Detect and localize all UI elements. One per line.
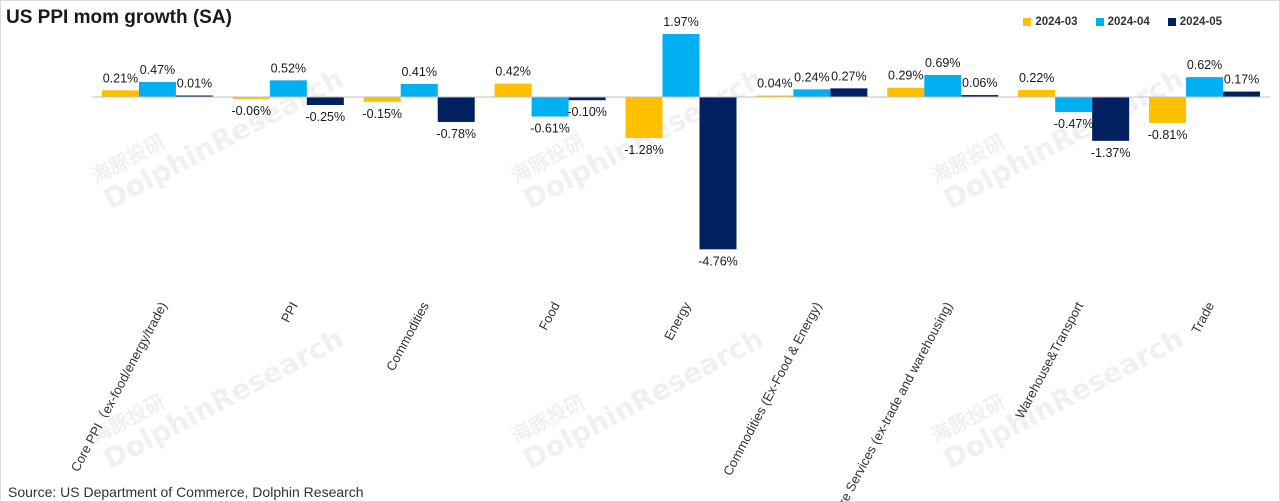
value-labels: 0.21%0.47%0.01% -0.06% 0.52% -0.25% -0.15% 0.…: [103, 15, 1260, 268]
bar-2024-03-4: [625, 97, 663, 138]
bar-2024-05-0: [175, 95, 213, 97]
value-label-2024-03-2: -0.15%: [362, 107, 402, 121]
category-label-4: Energy: [661, 299, 694, 343]
value-label-2024-04-8: 0.62%: [1187, 58, 1222, 72]
category-label-8: Trade: [1188, 299, 1217, 336]
value-label-2024-04-5: 0.24%: [794, 70, 829, 84]
legend-label-2024-05: 2024-05: [1179, 16, 1222, 28]
category-label-2: Commodities: [383, 299, 432, 373]
legend-label-2024-04: 2024-04: [1107, 16, 1150, 28]
bar-2024-03-6: [887, 87, 925, 97]
value-label-2024-05-4: -4.76%: [698, 254, 738, 268]
bar-2024-04-8: [1186, 77, 1224, 97]
legend-swatch-2024-03: [1023, 18, 1032, 26]
bar-2024-05-7: [1092, 97, 1130, 141]
value-label-2024-05-0: 0.01%: [177, 77, 212, 91]
bar-2024-05-8: [1223, 91, 1261, 97]
bar-2024-05-4: [699, 97, 737, 250]
category-label-5: Commodities (Ex-Food & Energy): [720, 299, 824, 478]
legend: 2024-03 2024-04 2024-05: [1023, 16, 1222, 28]
chart-title: US PPI mom growth (SA): [6, 7, 232, 28]
bar-2024-04-0: [138, 81, 176, 97]
value-label-2024-05-5: 0.27%: [831, 69, 866, 83]
value-label-2024-04-7: -0.47%: [1054, 117, 1094, 131]
bar-2024-05-3: [568, 97, 606, 101]
value-label-2024-03-8: -0.81%: [1148, 128, 1188, 142]
value-label-2024-03-3: 0.42%: [495, 65, 530, 79]
bar-2024-05-5: [830, 88, 868, 97]
bar-2024-03-1: [232, 97, 270, 99]
legend-swatch-2024-04: [1095, 18, 1104, 26]
category-label-3: Food: [536, 299, 563, 332]
legend-item-2024-03: 2024-03: [1023, 16, 1078, 28]
value-label-2024-03-7: 0.22%: [1019, 71, 1054, 85]
legend-item-2024-05: 2024-05: [1167, 16, 1222, 28]
value-label-2024-03-5: 0.04%: [757, 77, 792, 91]
value-label-2024-03-6: 0.29%: [888, 69, 923, 83]
value-label-2024-04-1: 0.52%: [271, 61, 306, 75]
bar-2024-04-6: [924, 74, 962, 97]
bar-2024-03-7: [1018, 89, 1056, 97]
bar-2024-03-5: [756, 95, 794, 97]
bar-2024-04-3: [531, 97, 569, 117]
bar-2024-03-8: [1149, 97, 1187, 123]
legend-swatch-2024-05: [1167, 18, 1176, 26]
value-label-2024-03-0: 0.21%: [103, 71, 138, 85]
value-label-2024-03-4: -1.28%: [624, 143, 664, 157]
value-label-2024-04-2: 0.41%: [401, 65, 436, 79]
category-label-6: Core Services (ex-trade and warehousing): [828, 299, 956, 502]
bar-2024-05-1: [306, 97, 344, 105]
bar-2024-05-6: [961, 95, 999, 97]
value-label-2024-04-6: 0.69%: [925, 56, 960, 70]
value-label-2024-05-7: -1.37%: [1091, 146, 1131, 160]
bar-2024-03-3: [494, 83, 532, 97]
bar-2024-04-5: [793, 89, 831, 97]
category-label-1: PPI: [278, 299, 301, 325]
legend-item-2024-04: 2024-04: [1095, 16, 1150, 28]
value-label-2024-05-1: -0.25%: [306, 110, 346, 124]
value-label-2024-04-0: 0.47%: [140, 63, 175, 77]
legend-label-2024-03: 2024-03: [1035, 16, 1078, 28]
bar-2024-03-0: [101, 90, 139, 97]
value-label-2024-05-6: 0.06%: [962, 76, 997, 90]
bar-2024-04-7: [1055, 97, 1093, 113]
bar-2024-05-2: [437, 97, 475, 122]
bar-2024-04-1: [269, 80, 307, 97]
value-label-2024-05-2: -0.78%: [436, 127, 476, 141]
source-note: Source: US Department of Commerce, Dolph…: [8, 484, 364, 500]
value-label-2024-05-3: -0.10%: [567, 105, 607, 119]
bar-2024-04-2: [400, 83, 438, 97]
value-label-2024-04-3: -0.61%: [530, 122, 570, 136]
bar-2024-03-2: [363, 97, 401, 102]
bars: [101, 33, 1261, 250]
value-label-2024-05-8: 0.17%: [1224, 73, 1259, 87]
value-label-2024-03-1: -0.06%: [232, 104, 272, 118]
bar-2024-04-4: [662, 33, 700, 97]
value-label-2024-04-4: 1.97%: [663, 15, 698, 29]
